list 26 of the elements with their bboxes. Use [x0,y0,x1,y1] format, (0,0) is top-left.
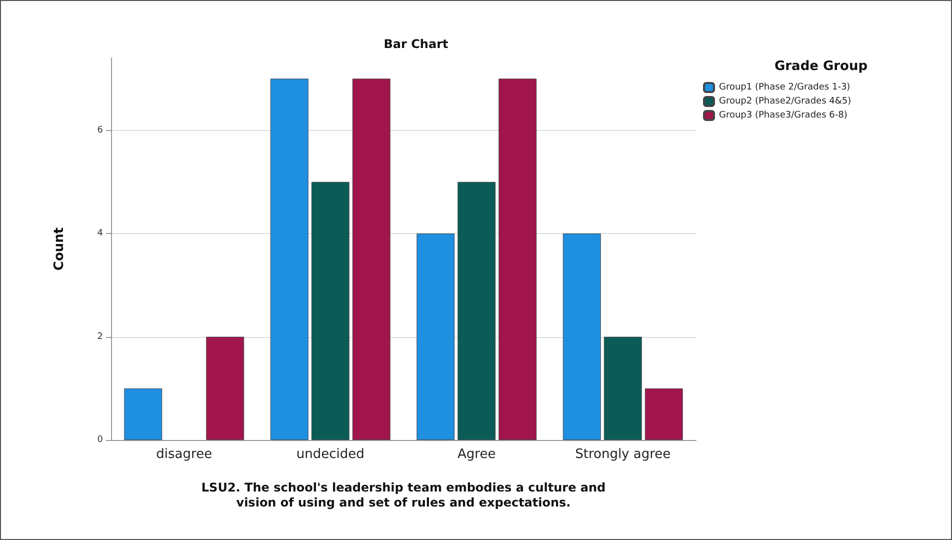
y-axis-title: Count [52,227,67,271]
bar [562,234,601,440]
bar [644,388,683,440]
chart-title: Bar Chart [384,37,448,51]
y-tick-label: 4 [97,228,104,239]
y-tick-label: 0 [97,435,104,445]
bar [458,182,496,440]
bar [124,388,162,440]
legend-label: Group1 (Phase 2/Grades 1-3) [719,82,850,92]
legend-label: Group2 (Phase2/Grades 4&5) [719,96,852,106]
bar [498,78,537,440]
bar [352,78,390,440]
bar [416,234,455,440]
bar [206,336,244,440]
x-axis-title: LSU2. The school's leadership team embodies a culture and vision of using and set of rules and expectations. [201,480,606,510]
legend-title: Grade Group [774,59,868,74]
x-tick-label: Strongly agree [575,447,671,462]
x-tick-label: undecided [296,447,364,462]
y-tick-label: 6 [97,125,104,136]
x-tick-label: disagree [156,447,212,462]
legend-label: Group3 (Phase3/Grades 6-8) [719,110,848,120]
bar [311,182,350,440]
y-tick-label: 2 [97,332,103,342]
x-tick-label: Agree [458,447,496,462]
bar [270,78,308,440]
bar [604,336,642,440]
